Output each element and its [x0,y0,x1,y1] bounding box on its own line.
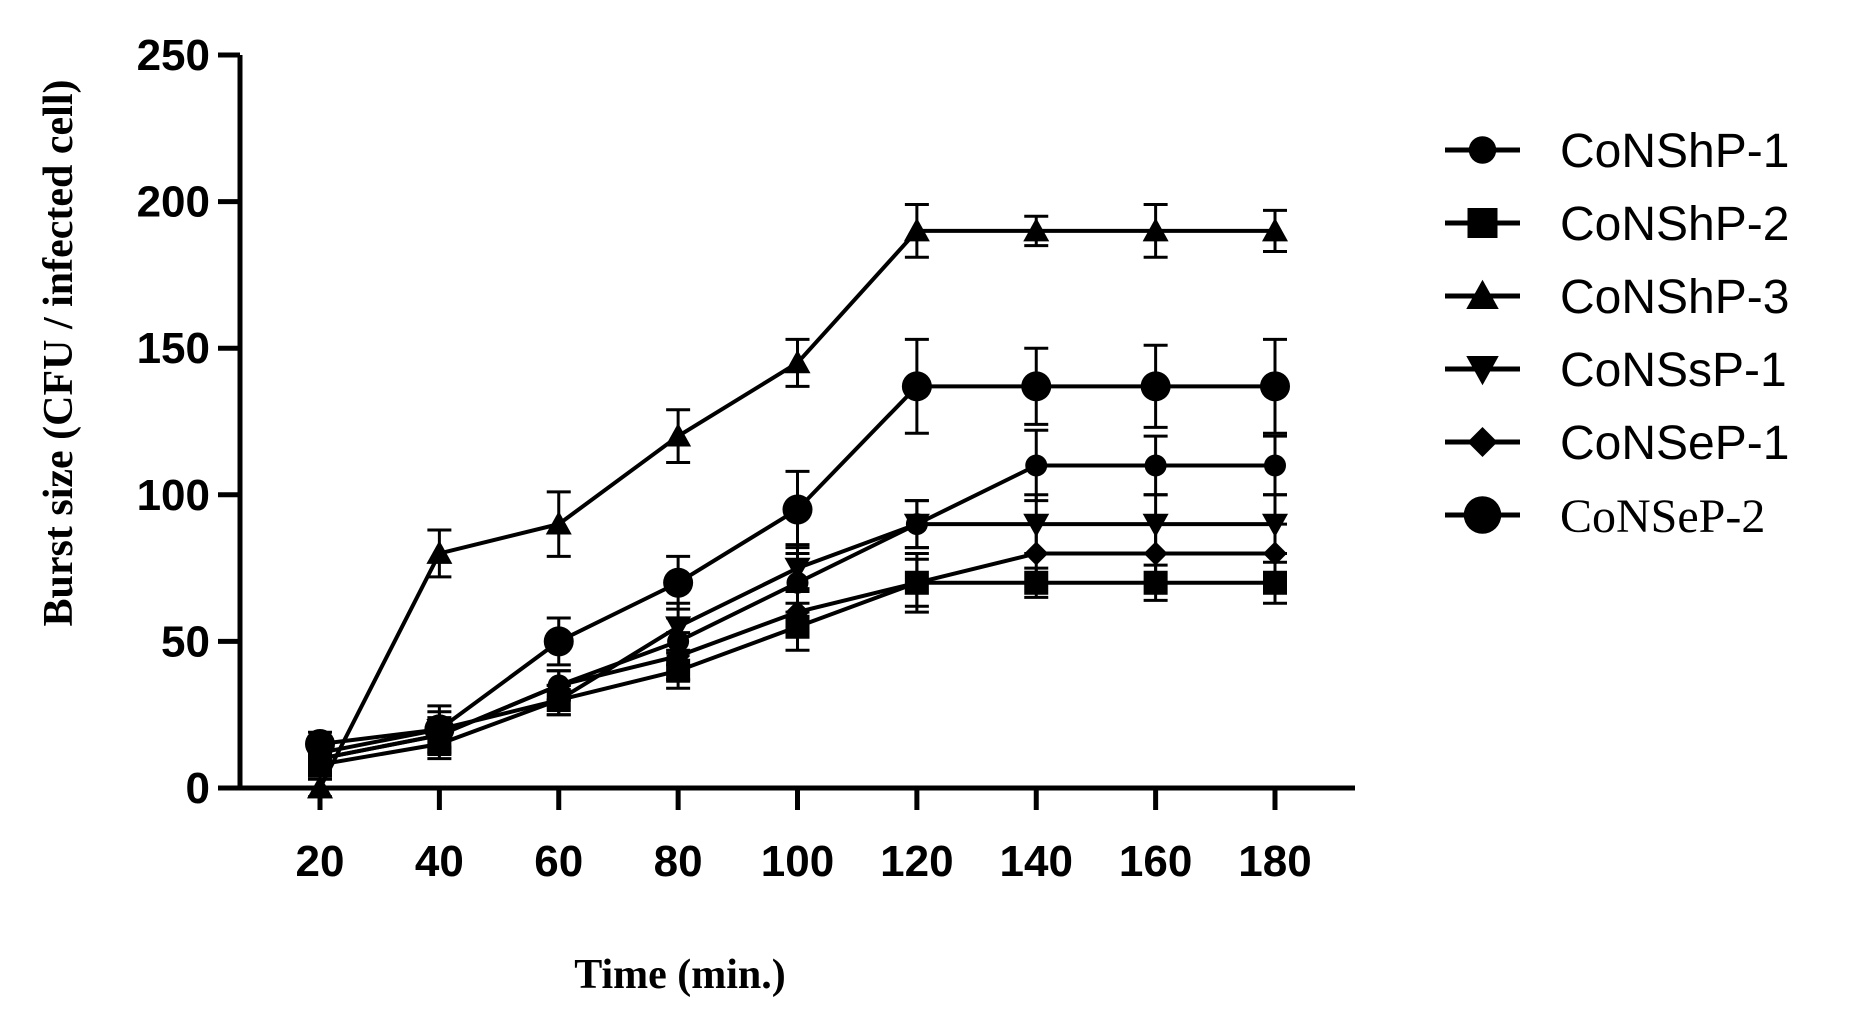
data-point [545,511,572,535]
axes: 0 50 100 150 200 250 20 40 60 80 100 120 140 160 180 [137,31,1355,886]
data-point [426,540,453,564]
x-axis-title: Time (min.) [574,952,786,998]
data-point [1144,454,1167,477]
data-point [1260,371,1290,402]
data-point [666,644,691,669]
legend-item: CoNSeP-1 [1445,417,1789,470]
y-tick-label: 50 [161,617,210,666]
data-point [1140,371,1171,402]
data-point [1023,217,1050,242]
data-point [663,567,694,598]
data-point [1263,541,1287,566]
legend-marker [1468,136,1497,164]
data-point [782,494,813,525]
data-point [785,600,810,625]
y-tick-label: 150 [137,324,210,373]
legend-label: CoNShP-3 [1560,271,1789,324]
data-point [307,775,333,799]
legend-marker [1466,279,1499,309]
series-consep-1 [308,522,1287,772]
data-point [665,616,692,640]
x-tick-label: 180 [1238,837,1311,886]
x-tick-label: 100 [761,837,834,886]
y-axis-title: Burst size (CFU / infected cell) [36,79,82,626]
legend-item: CoNShP-3 [1445,271,1789,324]
legend-label: CoNShP-2 [1560,198,1789,251]
series-conshp-3 [307,203,1288,799]
legend-label: CoNSeP-2 [1560,490,1765,543]
data-point [784,349,811,374]
data-point [1262,217,1288,242]
data-point [1143,541,1168,566]
series-group [305,203,1290,799]
data-point [424,714,455,745]
x-tick-label: 120 [880,837,953,886]
data-point [546,673,571,698]
data-point [1264,454,1286,477]
x-tick-label: 160 [1119,837,1192,886]
y-tick-label: 0 [186,764,210,813]
legend-marker [1463,496,1502,534]
legend-item: CoNShP-2 [1445,198,1789,251]
legend-label: CoNSsP-1 [1560,344,1787,397]
legend-label: CoNShP-1 [1560,125,1789,178]
legend-marker [1467,208,1498,238]
data-point [543,626,574,657]
data-point [784,557,811,582]
legend-label: CoNSeP-1 [1560,417,1789,470]
data-point [1025,454,1048,477]
legend-item: CoNSeP-2 [1445,490,1765,543]
legend-item: CoNShP-1 [1445,125,1789,178]
series-consep-2 [305,337,1290,760]
x-tick-label: 140 [1000,837,1073,886]
data-point [901,371,932,402]
data-point [1024,541,1049,566]
x-tick-label: 20 [296,837,345,886]
legend-item: CoNSsP-1 [1445,344,1787,397]
y-tick-label: 250 [137,31,210,80]
data-point [1021,371,1052,402]
x-tick-label: 80 [654,837,703,886]
data-point [903,513,930,538]
x-tick-label: 60 [534,837,583,886]
data-point [904,570,929,595]
x-tick-label: 40 [415,837,464,886]
data-point [305,729,335,760]
data-point [1142,217,1169,242]
legend-marker [1467,427,1498,457]
y-tick-label: 200 [137,178,210,227]
legend-marker [1466,356,1499,386]
data-point [665,423,692,447]
legend: CoNShP-1 CoNShP-2 CoNShP-3 CoNSsP-1 CoNSeP-1… [1445,125,1789,543]
data-point [903,217,930,242]
y-tick-label: 100 [137,471,210,520]
